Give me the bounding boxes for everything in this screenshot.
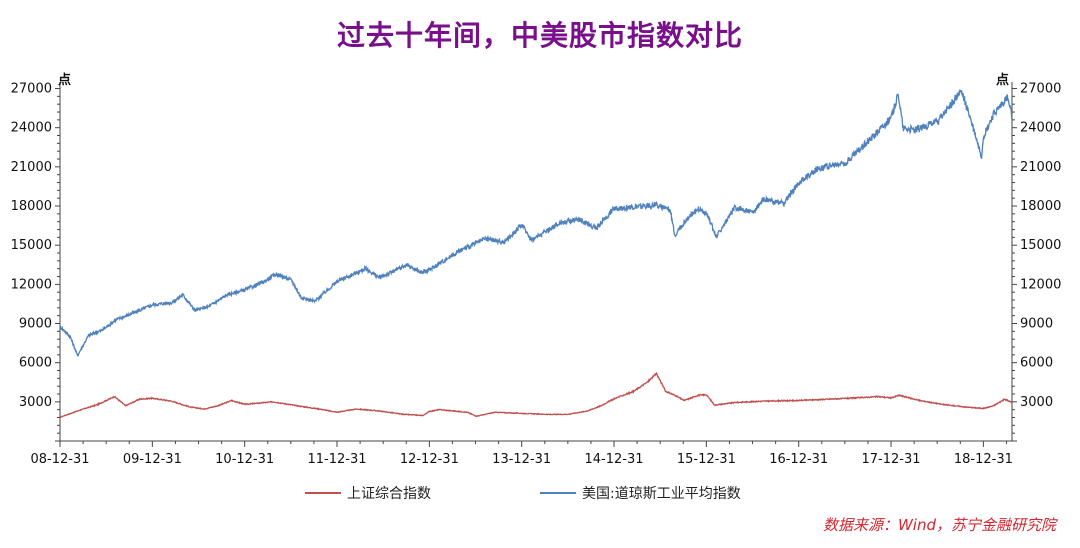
series-layer xyxy=(59,88,1013,419)
right-y-tick-label: 18000 xyxy=(1020,199,1061,214)
legend: 上证综合指数 美国:道琼斯工业平均指数 xyxy=(305,486,741,502)
series-line-1 xyxy=(59,371,1013,419)
right-y-tick-label: 12000 xyxy=(1020,277,1061,292)
legend-label-1: 上证综合指数 xyxy=(347,486,431,502)
chart-title: 过去十年间，中美股市指数对比 xyxy=(336,19,743,52)
x-tick-label: 11-12-31 xyxy=(308,452,367,467)
left-y-tick-label: 21000 xyxy=(11,160,52,175)
x-tick-label: 16-12-31 xyxy=(769,452,828,467)
series-line-2 xyxy=(59,88,1013,357)
right-y-tick-label: 6000 xyxy=(1020,356,1053,371)
left-y-tick-label: 27000 xyxy=(11,82,52,97)
x-tick-label: 12-12-31 xyxy=(400,452,459,467)
left-y-tick-label: 15000 xyxy=(11,238,52,253)
right-y-tick-label: 21000 xyxy=(1020,160,1061,175)
data-source-note: 数据来源：Wind，苏宁金融研究院 xyxy=(822,516,1056,534)
right-y-unit: 点 xyxy=(996,72,1009,88)
x-tick-label: 09-12-31 xyxy=(123,452,182,467)
left-y-tick-label: 9000 xyxy=(19,317,52,332)
x-tick-label: 17-12-31 xyxy=(862,452,921,467)
x-tick-label: 10-12-31 xyxy=(215,452,274,467)
right-y-tick-label: 24000 xyxy=(1020,121,1061,136)
x-tick-label: 14-12-31 xyxy=(585,452,644,467)
right-y-tick-label: 3000 xyxy=(1020,395,1053,410)
right-y-tick-label: 27000 xyxy=(1020,82,1061,97)
left-y-tick-label: 12000 xyxy=(11,277,52,292)
left-y-tick-label: 18000 xyxy=(11,199,52,214)
right-y-tick-label: 15000 xyxy=(1020,238,1061,253)
x-tick-label: 18-12-31 xyxy=(954,452,1013,467)
left-y-unit: 点 xyxy=(58,72,71,88)
x-tick-label: 15-12-31 xyxy=(677,452,736,467)
left-y-tick-label: 3000 xyxy=(19,395,52,410)
x-tick-label: 13-12-31 xyxy=(492,452,551,467)
legend-label-2: 美国:道琼斯工业平均指数 xyxy=(582,486,741,502)
right-y-tick-label: 9000 xyxy=(1020,317,1053,332)
left-y-tick-label: 6000 xyxy=(19,356,52,371)
left-y-tick-label: 24000 xyxy=(11,121,52,136)
axes: 3000 3000 6000 6000 9000 9000 12000 12000 15000 1… xyxy=(11,72,1062,467)
x-tick-label: 08-12-31 xyxy=(30,452,89,467)
